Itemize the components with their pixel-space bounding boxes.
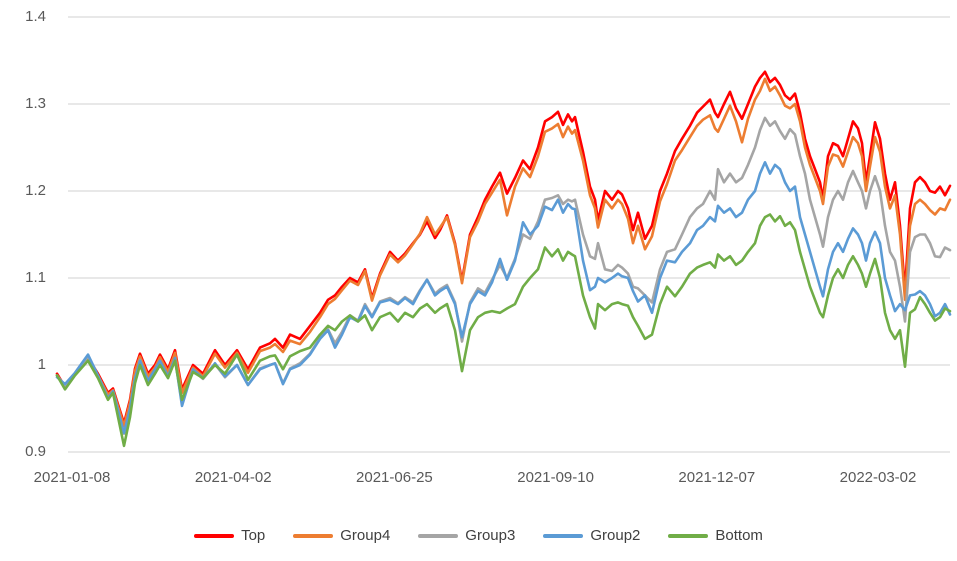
chart-legend: Top Group4 Group3 Group2 Bottom: [0, 527, 957, 545]
y-tick-label: 1.2: [25, 182, 46, 199]
legend-item-group3: Group3: [418, 527, 515, 545]
x-tick-label: 2021-09-10: [517, 469, 594, 486]
legend-item-group2: Group2: [543, 527, 640, 545]
y-tick-label: 1.3: [25, 95, 46, 112]
x-tick-label: 2021-06-25: [356, 469, 433, 486]
legend-line-swatch: [668, 534, 709, 538]
legend-label: Top: [241, 527, 266, 544]
legend-line-swatch: [293, 534, 334, 538]
legend-line-swatch: [194, 534, 235, 538]
legend-item-top: Top: [194, 527, 265, 545]
series-line-bottom: [55, 213, 952, 448]
legend-item-group4: Group4: [293, 527, 390, 545]
legend-label: Group2: [590, 527, 641, 544]
series-line-group4: [55, 77, 952, 428]
legend-item-bottom: Bottom: [668, 527, 763, 545]
y-tick-label: 1.1: [25, 269, 46, 286]
x-tick-label: 2021-01-08: [33, 469, 111, 486]
legend-label: Group4: [340, 527, 391, 544]
legend-line-swatch: [418, 534, 459, 538]
y-tick-label: 1: [37, 356, 46, 373]
legend-line-swatch: [543, 534, 584, 538]
x-tick-label: 2022-03-02: [839, 469, 917, 486]
legend-label: Group3: [465, 527, 516, 544]
y-tick-label: 0.9: [25, 443, 46, 460]
series-line-top: [55, 70, 952, 425]
x-tick-label: 2021-12-07: [678, 469, 756, 486]
legend-label: Bottom: [715, 527, 763, 544]
y-tick-label: 1.4: [25, 8, 46, 25]
series-line-group2: [55, 161, 952, 435]
x-tick-label: 2021-04-02: [194, 469, 272, 486]
